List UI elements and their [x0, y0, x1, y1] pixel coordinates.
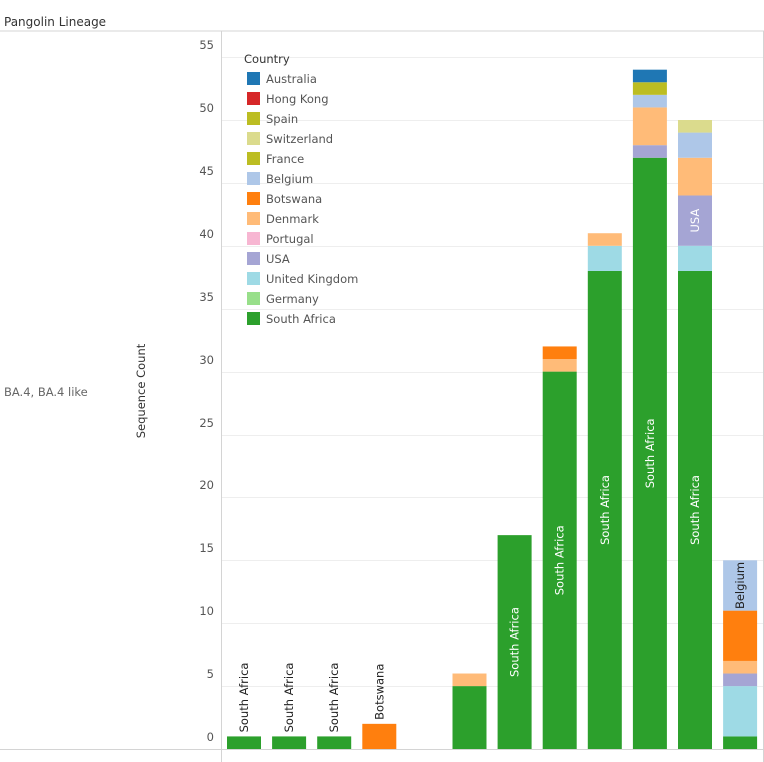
bar-label: South Africa	[598, 475, 612, 545]
bar-segment-south-africa[interactable]	[497, 535, 532, 749]
bar-segment-belgium[interactable]	[723, 560, 758, 611]
bar-segment-south-africa[interactable]	[632, 157, 667, 750]
y-tick-label: 55	[199, 38, 214, 52]
legend-swatch	[247, 212, 260, 225]
bar-segment-usa[interactable]	[678, 195, 712, 246]
y-tick-label: 30	[199, 353, 214, 367]
bar-segment-united-kingdom[interactable]	[678, 245, 712, 271]
legend-item-label[interactable]: South Africa	[266, 312, 336, 326]
legend-swatch	[247, 232, 260, 245]
legend-swatch	[247, 292, 260, 305]
legend-item-label[interactable]: Botswana	[266, 192, 322, 206]
bar-segment-botswana[interactable]	[362, 723, 397, 749]
bar-label: South Africa	[237, 663, 251, 733]
y-tick-label: 35	[199, 290, 214, 304]
legend: Country Australia Hong Kong Spain Switzerlan…	[244, 52, 358, 326]
legend-item-label[interactable]: USA	[266, 252, 290, 266]
legend-item-label[interactable]: Portugal	[266, 232, 314, 246]
legend-swatch	[247, 132, 260, 145]
bar-label: South Africa	[553, 525, 567, 595]
bar-segment-south-africa[interactable]	[272, 736, 307, 749]
bar-label: South Africa	[282, 663, 296, 733]
bar-segment-switzerland[interactable]	[678, 120, 712, 133]
legend-swatch	[247, 312, 260, 325]
y-tick-label: 45	[199, 164, 214, 178]
y-axis-ticks: 0 5 10 15 20 25 30 35 40 45 50 55	[199, 38, 214, 744]
page-title: Pangolin Lineage	[4, 15, 107, 29]
legend-swatch	[247, 192, 260, 205]
legend-swatch	[247, 172, 260, 185]
bar-segment-denmark[interactable]	[678, 157, 712, 196]
y-tick-label: 0	[207, 730, 214, 744]
bar-segment-south-africa[interactable]	[723, 736, 758, 749]
bar-segment-south-africa[interactable]	[587, 270, 622, 749]
bar-segment-spain[interactable]	[632, 82, 667, 95]
y-axis-title: Sequence Count	[134, 343, 148, 438]
bar-label: Botswana	[372, 664, 386, 720]
bar-segment-south-africa[interactable]	[227, 736, 261, 749]
legend-title: Country	[244, 52, 290, 66]
bar-segment-denmark[interactable]	[452, 673, 487, 687]
legend-item-label[interactable]: Spain	[266, 112, 298, 126]
bar-segment-south-africa[interactable]	[317, 736, 352, 749]
gridlines	[222, 57, 763, 687]
legend-swatch	[247, 272, 260, 285]
y-tick-label: 15	[199, 541, 214, 555]
legend-swatch	[247, 72, 260, 85]
bar-segment-australia[interactable]	[632, 69, 667, 83]
legend-item-label[interactable]: France	[266, 152, 304, 166]
bar-segment-denmark[interactable]	[632, 107, 667, 146]
bar-label: South Africa	[327, 663, 341, 733]
bar-segment-denmark[interactable]	[723, 660, 758, 674]
legend-swatch	[247, 252, 260, 265]
legend-item-label[interactable]: Belgium	[266, 172, 313, 186]
y-tick-label: 5	[207, 667, 214, 681]
y-tick-label: 50	[199, 101, 214, 115]
bar-segment-belgium[interactable]	[678, 132, 712, 158]
bar-segment-botswana[interactable]	[723, 610, 758, 661]
bar-segment-united-kingdom[interactable]	[587, 245, 622, 271]
bar-segment-belgium[interactable]	[632, 94, 667, 108]
y-tick-label: 25	[199, 416, 214, 430]
bar-label: Belgium	[733, 562, 747, 609]
legend-item-label[interactable]: Australia	[266, 72, 317, 86]
bar-segment-denmark[interactable]	[587, 233, 622, 246]
bar-label: South Africa	[688, 475, 702, 545]
bar-label: South Africa	[508, 607, 522, 677]
y-tick-label: 40	[199, 227, 214, 241]
bar-segment-denmark[interactable]	[542, 359, 577, 372]
legend-item-label[interactable]: Germany	[266, 292, 319, 306]
bar-segment-usa[interactable]	[723, 673, 758, 687]
bars: South Africa South Africa South Africa Bots…	[227, 69, 758, 750]
legend-item-label[interactable]: Denmark	[266, 212, 319, 226]
bar-segment-usa[interactable]	[632, 145, 667, 158]
bar-label: South Africa	[643, 418, 657, 488]
legend-item-label[interactable]: Switzerland	[266, 132, 333, 146]
legend-swatch	[247, 92, 260, 105]
legend-swatch	[247, 152, 260, 165]
bar-segment-botswana[interactable]	[542, 346, 577, 360]
bar-segment-south-africa[interactable]	[678, 270, 712, 749]
y-tick-label: 10	[199, 604, 214, 618]
legend-item-label[interactable]: United Kingdom	[266, 272, 358, 286]
bar-segment-united-kingdom[interactable]	[723, 686, 758, 737]
legend-item-label[interactable]: Hong Kong	[266, 92, 329, 106]
bar-segment-south-africa[interactable]	[542, 371, 577, 749]
legend-swatch	[247, 112, 260, 125]
row-label: BA.4, BA.4 like	[4, 385, 88, 399]
y-tick-label: 20	[199, 478, 214, 492]
bar-label-usa: USA	[688, 209, 702, 233]
bar-segment-south-africa[interactable]	[452, 686, 487, 749]
